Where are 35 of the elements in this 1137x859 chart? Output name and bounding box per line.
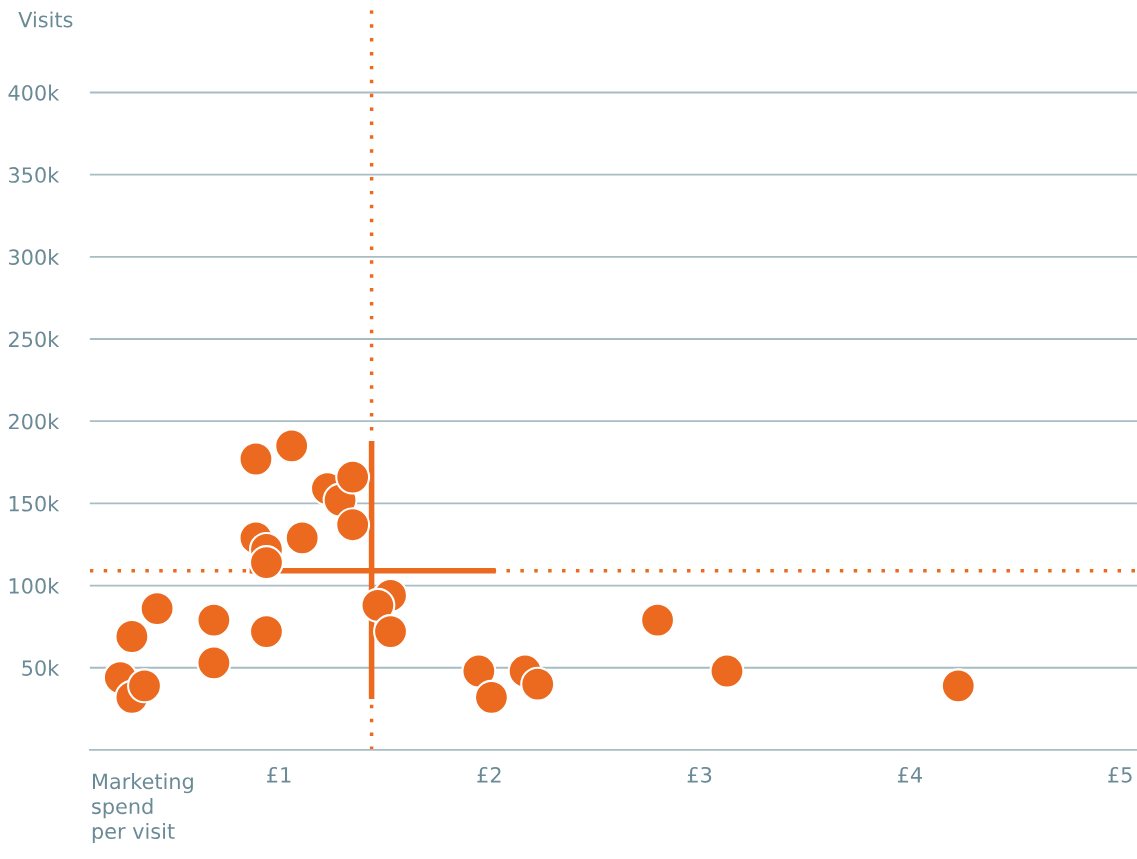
y-tick-label: 250k [8,331,60,348]
point [473,679,509,715]
point [940,668,976,704]
y-tick-label: 350k [9,166,60,183]
point [709,653,745,689]
x-tick-label: £5 [1108,766,1132,783]
point [196,645,232,681]
y-tick-label: 200k [8,413,60,430]
point [238,441,274,477]
point [114,619,150,654]
y-tick-label: 100k [9,577,60,594]
point [335,507,371,543]
y-tick-label: 400k [8,84,60,101]
point [461,653,497,689]
y-axis-title: Visits [18,11,73,28]
x-tick-label: £1 [267,766,291,783]
point [196,602,232,638]
point [360,587,396,623]
point [248,614,284,650]
point [284,520,320,556]
y-tick-label: 300k [9,248,60,266]
point [335,459,371,495]
point [248,545,284,581]
point [520,666,556,702]
x-tick-label: £3 [687,766,712,783]
point [274,428,310,464]
point [373,614,408,650]
point [127,668,162,704]
point [640,602,676,638]
x-axis-title: Marketing spend per visit [92,773,193,844]
x-tick-label: £2 [477,766,501,783]
x-tick-label: £4 [897,766,922,783]
y-tick-label: 50k [22,659,60,676]
y-tick-label: 150k [9,495,60,512]
point [139,591,175,627]
